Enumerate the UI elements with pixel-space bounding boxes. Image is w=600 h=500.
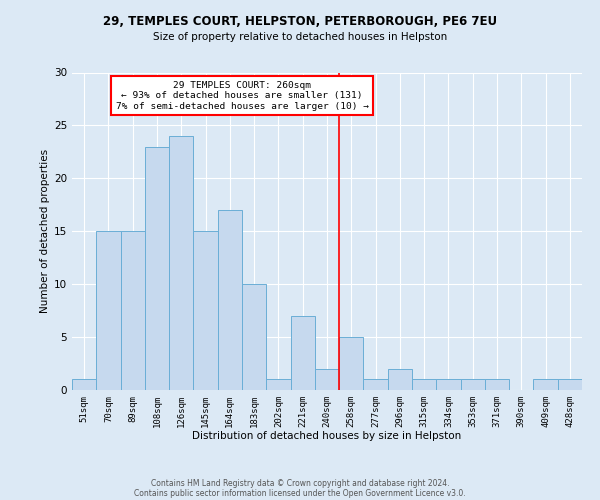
Bar <box>533 380 558 390</box>
Text: 29 TEMPLES COURT: 260sqm
← 93% of detached houses are smaller (131)
7% of semi-d: 29 TEMPLES COURT: 260sqm ← 93% of detach… <box>115 81 368 111</box>
Bar <box>242 284 266 390</box>
Bar <box>169 136 193 390</box>
Bar <box>96 231 121 390</box>
Y-axis label: Number of detached properties: Number of detached properties <box>40 149 50 314</box>
Bar <box>266 380 290 390</box>
Bar <box>364 380 388 390</box>
Bar <box>461 380 485 390</box>
Text: Contains public sector information licensed under the Open Government Licence v3: Contains public sector information licen… <box>134 488 466 498</box>
Text: 29, TEMPLES COURT, HELPSTON, PETERBOROUGH, PE6 7EU: 29, TEMPLES COURT, HELPSTON, PETERBOROUG… <box>103 15 497 28</box>
X-axis label: Distribution of detached houses by size in Helpston: Distribution of detached houses by size … <box>193 432 461 442</box>
Bar <box>121 231 145 390</box>
Bar <box>485 380 509 390</box>
Bar <box>218 210 242 390</box>
Bar <box>436 380 461 390</box>
Text: Size of property relative to detached houses in Helpston: Size of property relative to detached ho… <box>153 32 447 42</box>
Bar <box>145 146 169 390</box>
Bar <box>412 380 436 390</box>
Bar <box>315 369 339 390</box>
Bar <box>193 231 218 390</box>
Text: Contains HM Land Registry data © Crown copyright and database right 2024.: Contains HM Land Registry data © Crown c… <box>151 478 449 488</box>
Bar <box>388 369 412 390</box>
Bar <box>290 316 315 390</box>
Bar <box>558 380 582 390</box>
Bar <box>339 337 364 390</box>
Bar <box>72 380 96 390</box>
